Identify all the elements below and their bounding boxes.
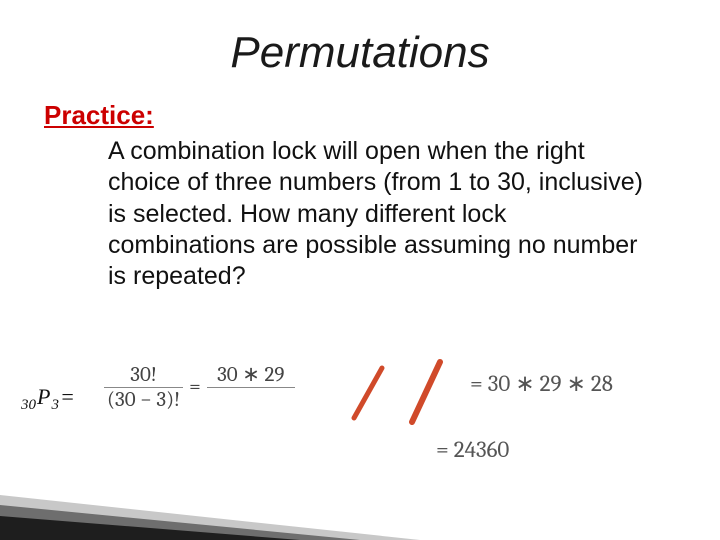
fraction-1: 30! (30 − 3)! bbox=[104, 363, 183, 412]
slide-title: Permutations bbox=[0, 28, 720, 78]
notation-presub: 30 bbox=[21, 397, 36, 413]
frac1-num: 30! bbox=[104, 363, 183, 388]
notation-equals: = bbox=[60, 384, 75, 409]
permutation-notation: 30P3= bbox=[20, 384, 75, 414]
frac1-den: (30 − 3)! bbox=[104, 388, 183, 412]
strike-mark-2 bbox=[406, 356, 446, 428]
equation-left: 30! (30 − 3)! = 30 ∗ 29 bbox=[104, 362, 295, 412]
strike-mark-1 bbox=[348, 362, 388, 424]
problem-text: A combination lock will open when the ri… bbox=[108, 136, 656, 292]
notation-letter: P bbox=[37, 384, 50, 409]
frac2-den bbox=[207, 388, 295, 412]
frac2-num: 30 ∗ 29 bbox=[207, 362, 295, 388]
notation-postsub: 3 bbox=[51, 397, 59, 413]
equation-result-expr: = 30 ∗ 29 ∗ 28 bbox=[470, 370, 613, 397]
equation-region: 30! (30 − 3)! = 30 ∗ 29 = 30 ∗ 29 ∗ 28 =… bbox=[104, 352, 704, 492]
fraction-2-truncated: 30 ∗ 29 bbox=[207, 362, 295, 412]
practice-label: Practice: bbox=[44, 100, 154, 131]
equation-answer: = 24360 bbox=[436, 436, 509, 463]
equals-sign-1: = bbox=[189, 375, 201, 399]
